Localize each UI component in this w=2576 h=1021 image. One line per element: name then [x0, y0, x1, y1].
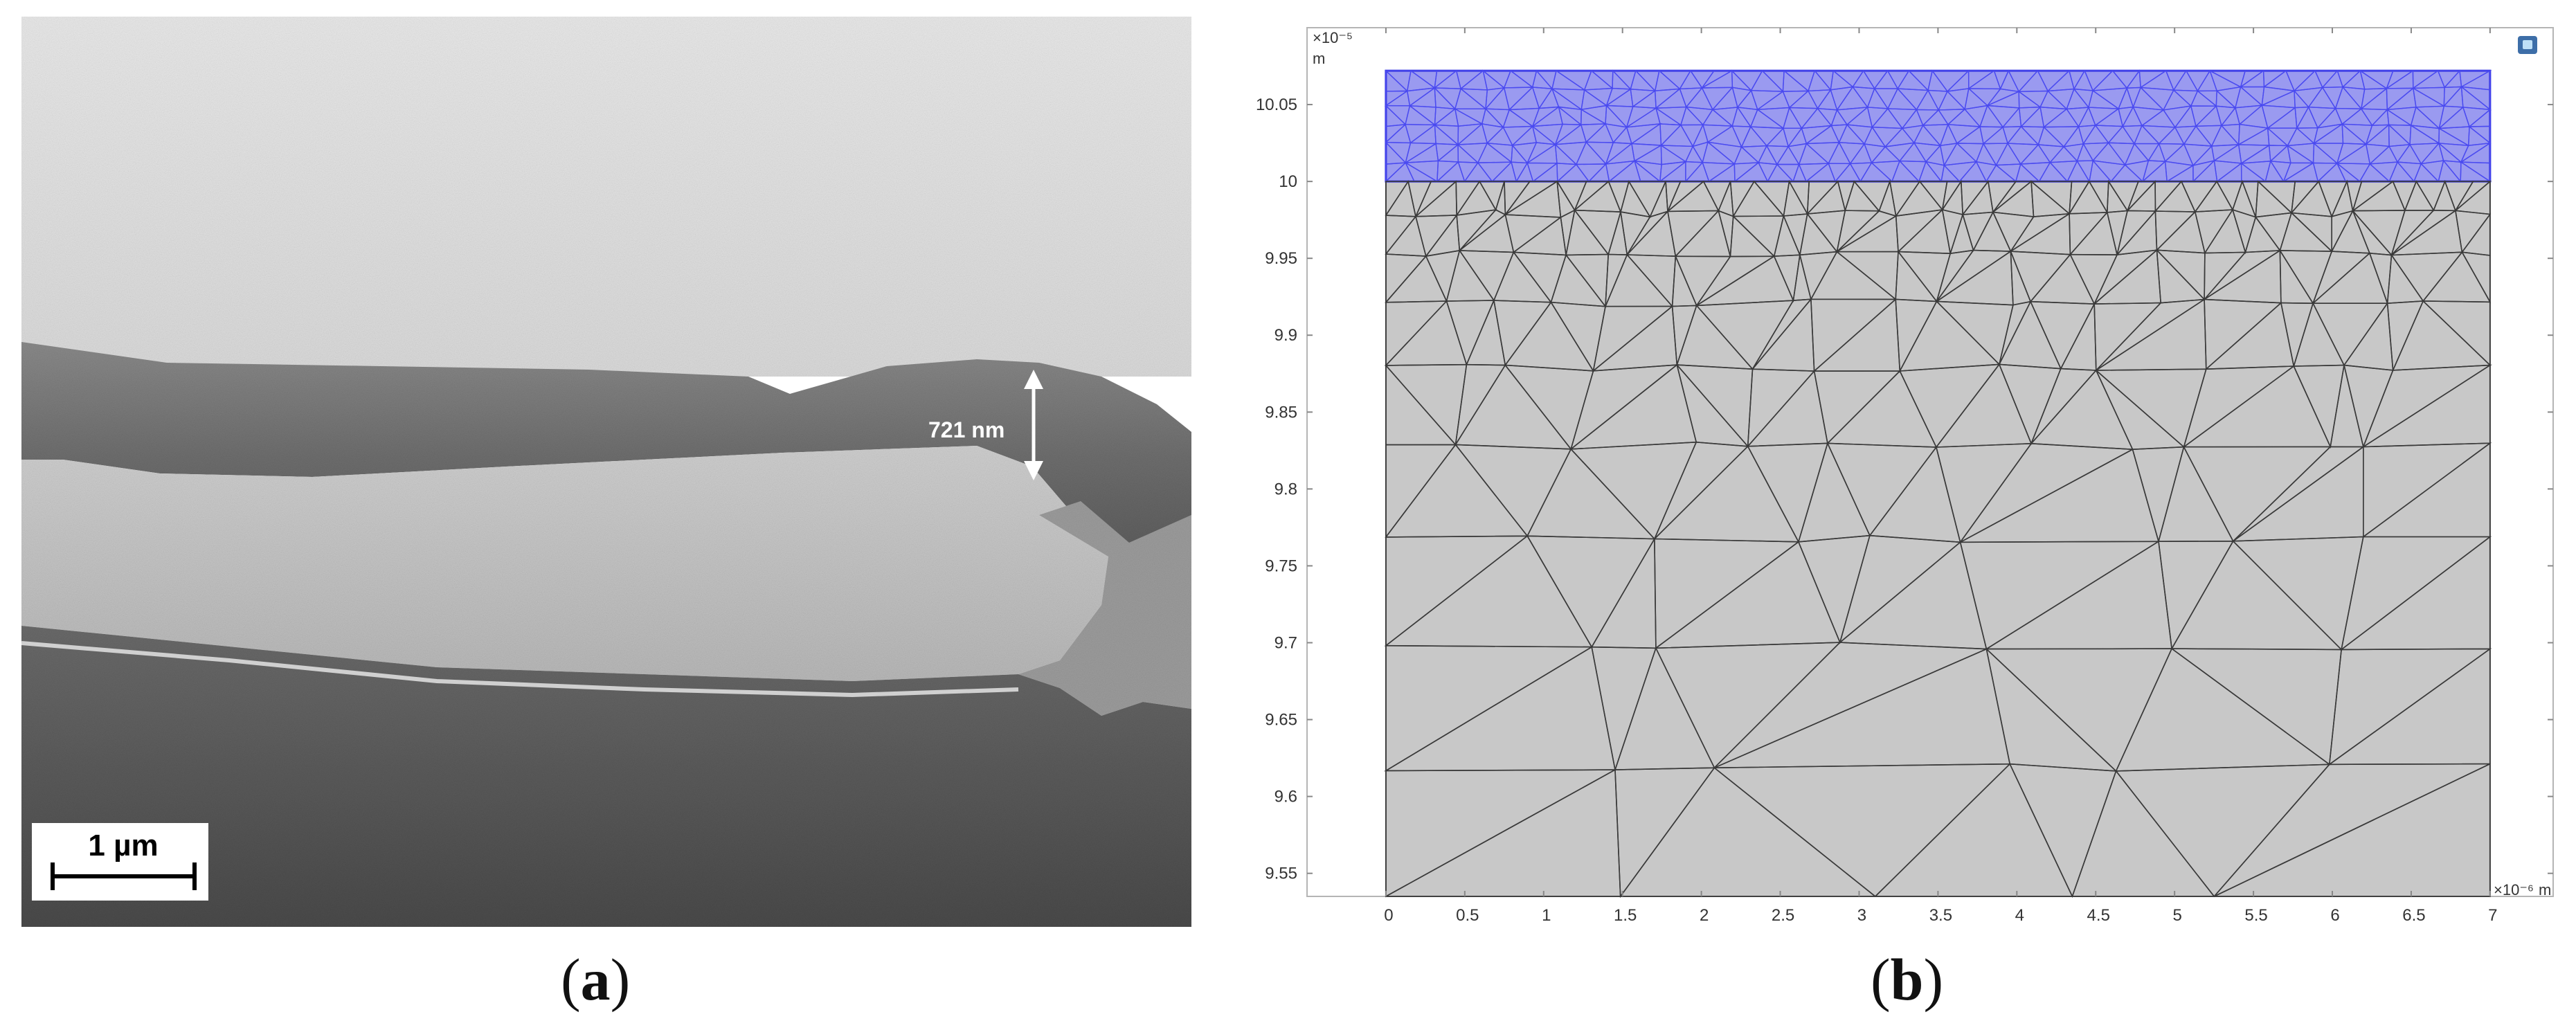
x-tick-label: 4 [2015, 906, 2024, 925]
x-tick-label: 7 [2488, 906, 2497, 925]
sem-lower-block [21, 626, 1191, 927]
y-tick-label: 9.9 [1275, 326, 1297, 345]
x-tick-label: 4.5 [2087, 906, 2110, 925]
thickness-label: 721 nm [928, 417, 1005, 442]
x-tick-label: 3.5 [1929, 906, 1952, 925]
y-unit: m [1313, 50, 1325, 67]
x-tick-label: 5 [2172, 906, 2181, 925]
sem-fracture-edge [1018, 501, 1191, 716]
y-tick-label: 9.95 [1265, 249, 1297, 268]
caption-b: (b) [1871, 946, 1944, 1013]
mesh-element [2213, 763, 2491, 897]
sem-micrograph: 721 nm 1 µm [21, 17, 1191, 927]
film-mesh [1384, 69, 2492, 183]
mesh-plot-panel: 10.05 10 9.95 9.9 9.85 9.8 9.75 9.7 9.65 9.6 9.55 … [1218, 0, 2576, 928]
y-tick-label: 10 [1279, 172, 1297, 191]
x-tick-label: 1.5 [1614, 906, 1637, 925]
mesh-element [2460, 251, 2491, 305]
x-unit: m [2539, 881, 2551, 898]
x-tick-label: 6 [2330, 906, 2339, 925]
mesh-plot: 10.05109.959.99.859.89.759.79.659.69.55 … [1256, 27, 2554, 925]
sem-film-sidewall [21, 342, 1191, 570]
mesh-element [2459, 161, 2491, 183]
y-tick-label: 9.85 [1265, 403, 1297, 422]
sem-ledge [21, 446, 1108, 681]
y-tick-label: 9.75 [1265, 557, 1297, 575]
x-multiplier: ×10⁻⁶ [2494, 881, 2534, 898]
view-toolbar-icon[interactable] [2518, 36, 2537, 54]
y-tick-label: 9.55 [1265, 865, 1297, 883]
y-tick-label: 9.65 [1265, 711, 1297, 730]
substrate-domain [1385, 181, 2491, 897]
mesh-element [2468, 125, 2491, 145]
x-tick-label: 0 [1384, 906, 1393, 925]
x-tick-label: 1 [1542, 906, 1551, 925]
x-tick-label: 3 [1857, 906, 1866, 925]
x-tick-label: 0.5 [1456, 906, 1479, 925]
sem-lower-highlight [21, 641, 1019, 698]
y-tick-label: 9.6 [1275, 788, 1297, 806]
y-axis-ticks: 10.05 10 9.95 9.9 9.85 9.8 9.75 9.7 9.65 9.6 9.55 [1256, 96, 2553, 883]
x-tick-label: 6.5 [2402, 906, 2425, 925]
scale-bar: 1 µm [32, 823, 208, 901]
scale-bar-label: 1 µm [88, 829, 158, 862]
x-tick-label: 2 [1700, 906, 1709, 925]
thickness-arrow [1024, 370, 1043, 480]
mesh-element [2460, 86, 2491, 111]
x-axis-ticks: 0 0.5 1 1.5 2 2.5 3 3.5 4 4.5 5 5.5 6 6.5 7 [1384, 28, 2498, 925]
x-tick-label: 5.5 [2244, 906, 2267, 925]
y-tick-label: 10.05 [1256, 96, 1297, 114]
y-tick-label: 9.7 [1275, 633, 1297, 652]
sem-top-surface [21, 17, 1191, 377]
sem-micrograph-panel: 721 nm 1 µm [21, 17, 1191, 927]
y-tick-label: 9.8 [1275, 480, 1297, 498]
mesh-element [2422, 300, 2491, 367]
substrate-mesh [1383, 179, 2492, 898]
caption-a: (a) [561, 946, 631, 1013]
x-tick-label: 2.5 [1772, 906, 1794, 925]
y-multiplier: ×10⁻⁵ [1313, 29, 1353, 46]
